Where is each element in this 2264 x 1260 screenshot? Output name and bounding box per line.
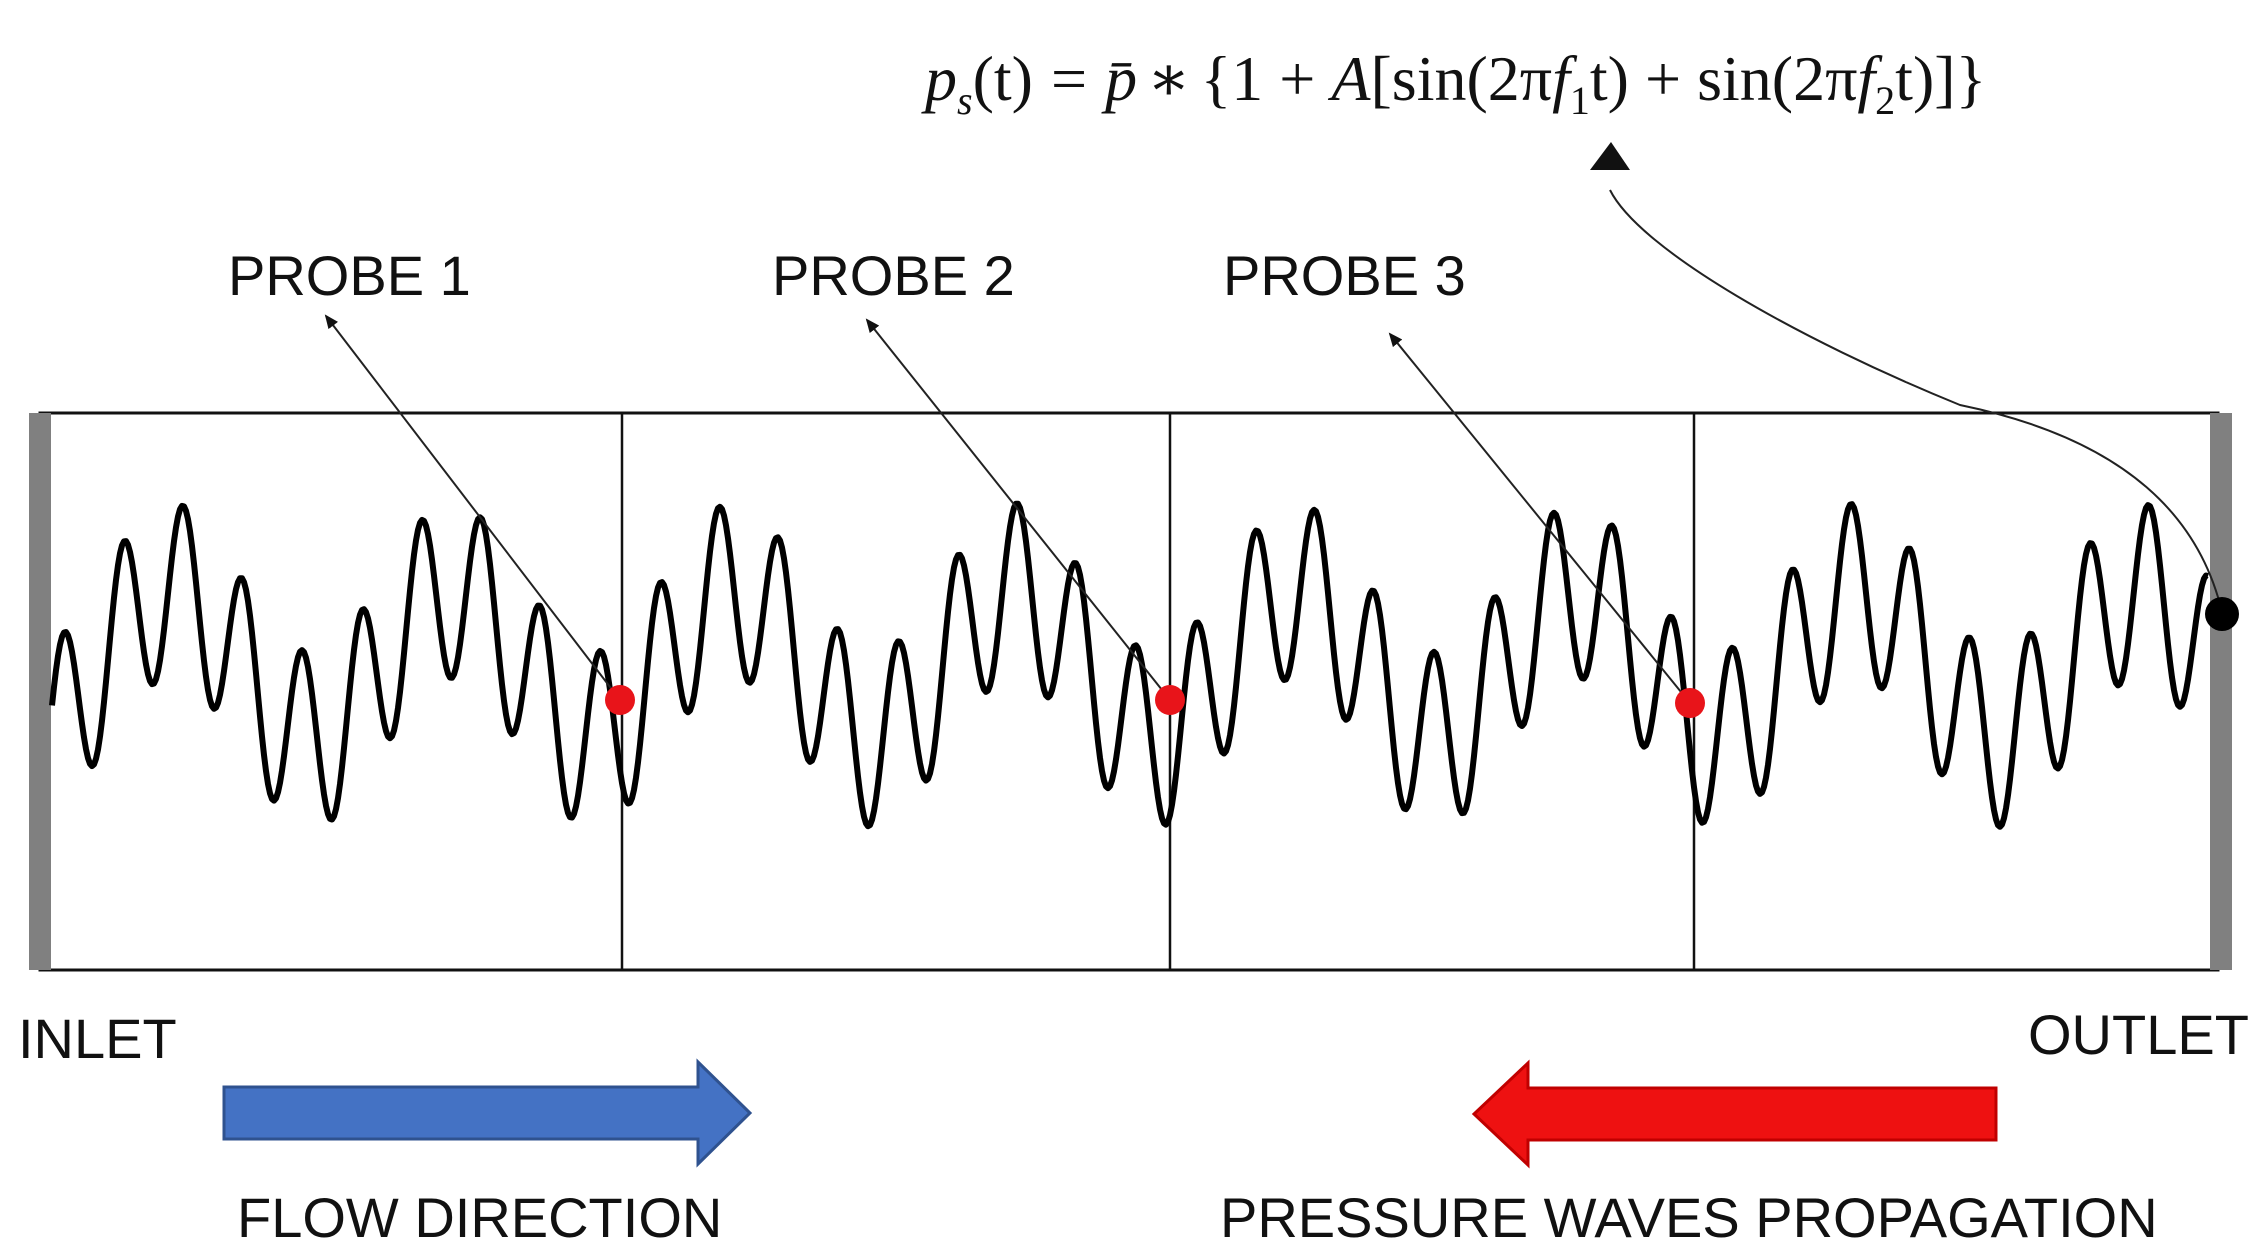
probe-3-label: PROBE 3 <box>1223 244 1466 307</box>
probe-1-leader-arrow <box>324 314 621 701</box>
probe-2-label: PROBE 2 <box>772 244 1015 307</box>
outlet-source-point <box>2205 597 2239 631</box>
pressure-propagation-arrow <box>1471 1059 1998 1169</box>
probe-2-leader-arrow <box>865 318 1171 701</box>
formula-arrowhead <box>1590 142 1630 170</box>
flow-direction-label: FLOW DIRECTION <box>237 1186 722 1249</box>
source-formula: ps(t) = p̄ ∗ {1 + A[sin(2πf1t) + sin(2πf2t)]… <box>921 43 1986 123</box>
probe-1-label: PROBE 1 <box>228 244 471 307</box>
probe-1-point <box>605 685 635 715</box>
probe-3-leader-arrow <box>1388 332 1691 704</box>
probe-3-point <box>1675 688 1705 718</box>
pressure-wave-signal <box>49 500 2209 830</box>
pipe-domain <box>38 411 2220 972</box>
pressure-propagation-label: PRESSURE WAVES PROPAGATION <box>1220 1186 2158 1249</box>
inlet-wall <box>29 413 51 970</box>
flow-direction-arrow <box>222 1058 753 1168</box>
outlet-label: OUTLET <box>2028 1003 2249 1066</box>
inlet-label: INLET <box>18 1007 177 1070</box>
probe-2-point <box>1155 685 1185 715</box>
outlet-wall <box>2210 413 2232 970</box>
outlet-formula-leader-arrow <box>1609 189 2223 613</box>
